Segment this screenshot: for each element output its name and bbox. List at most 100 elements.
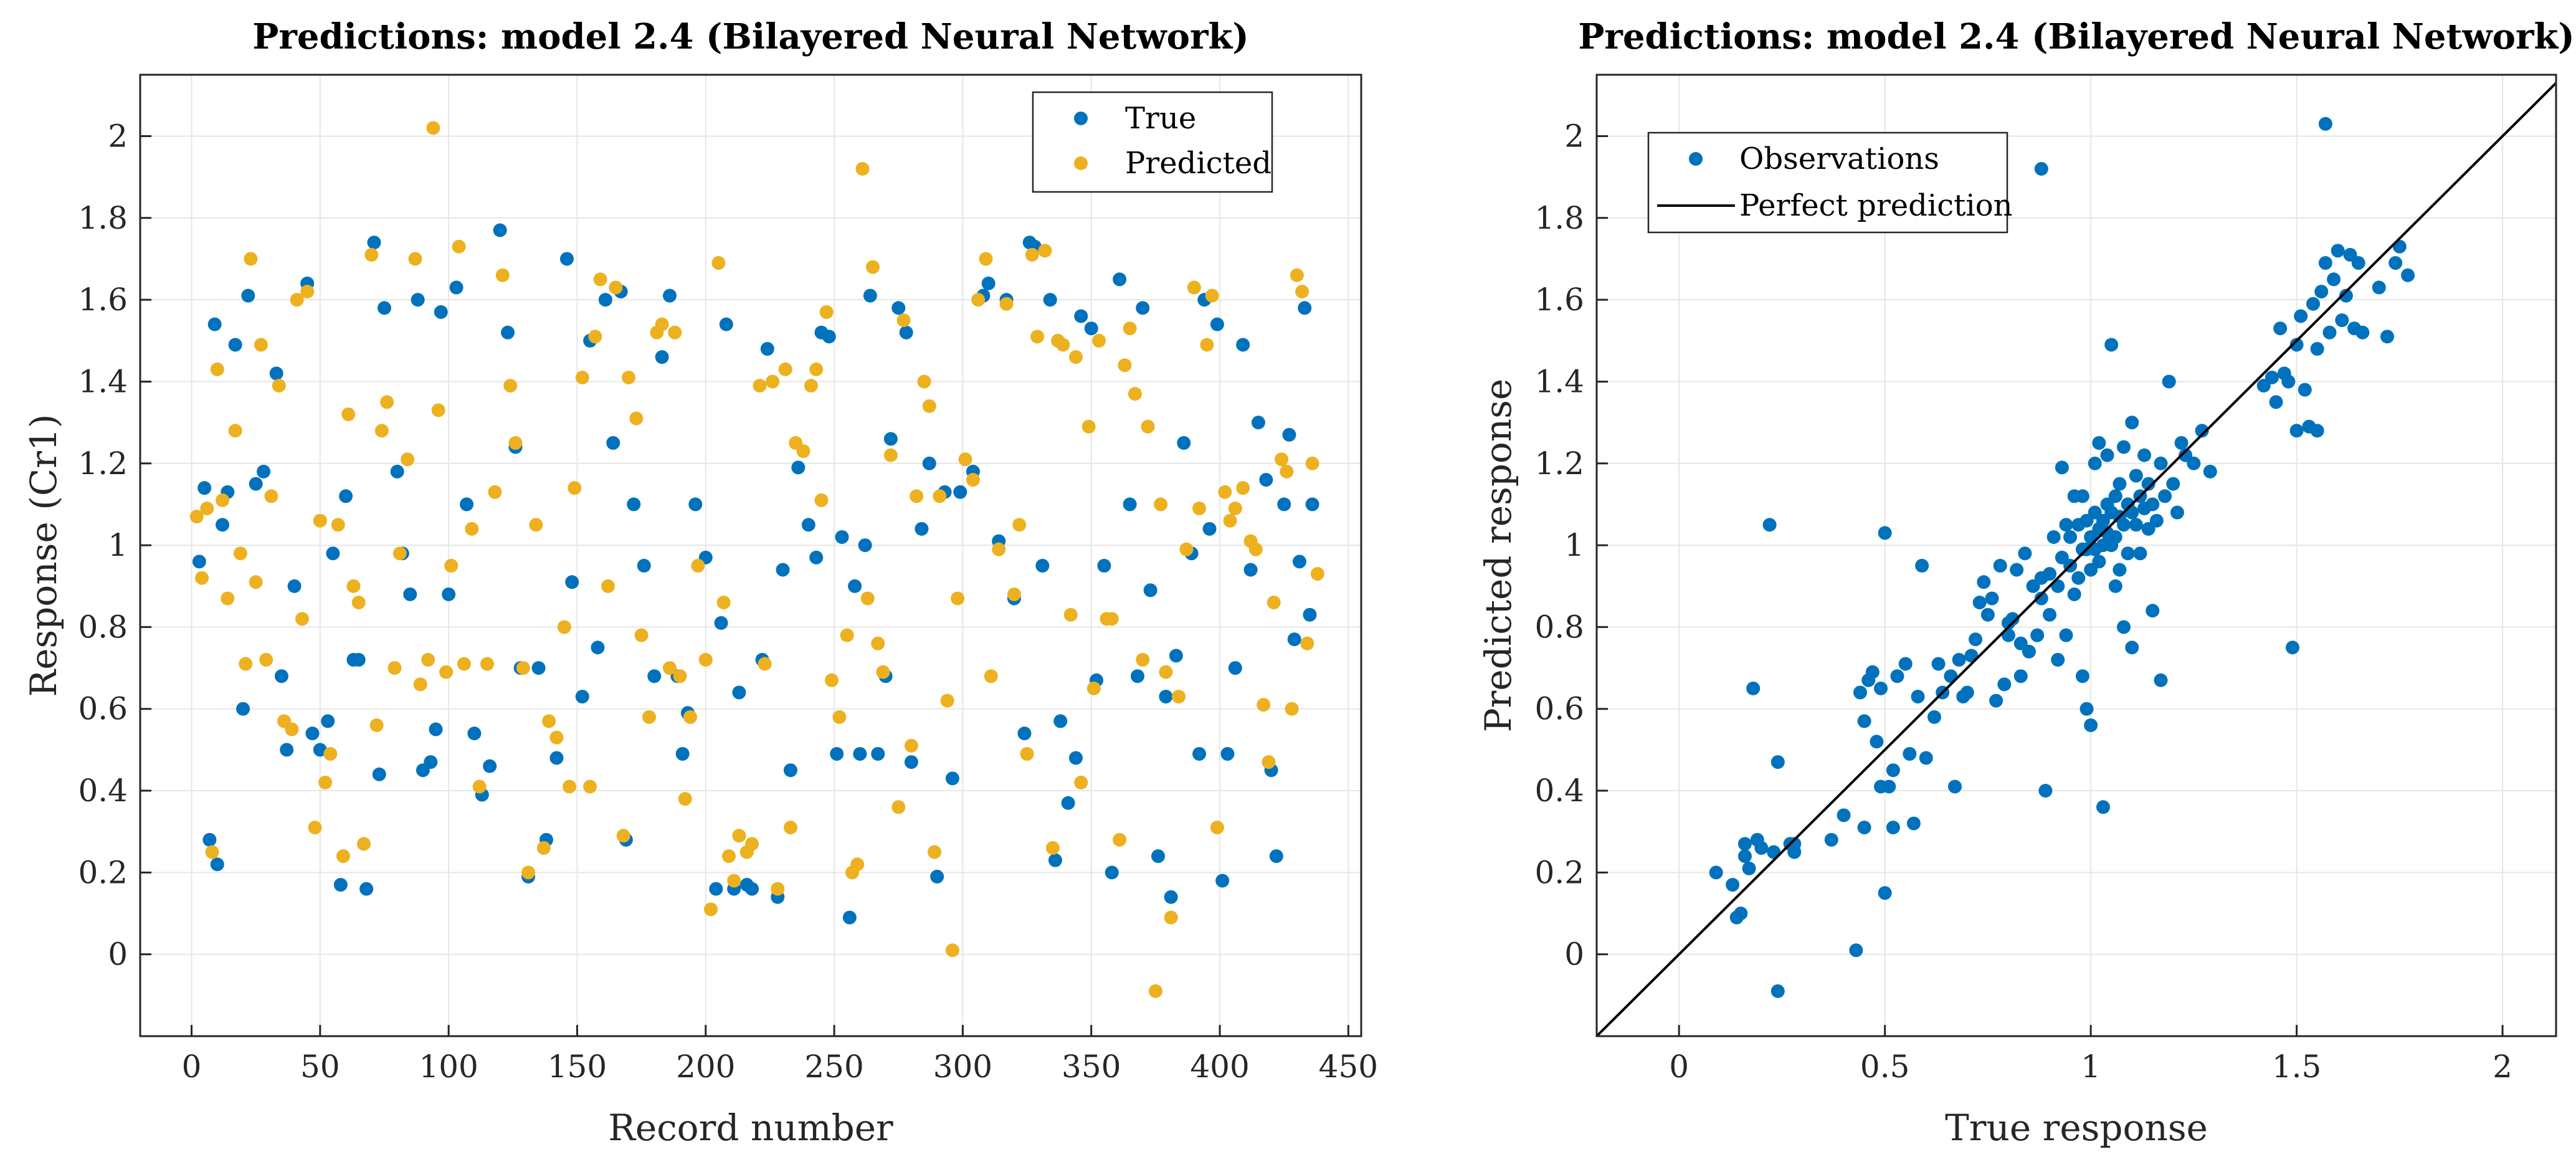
predicted-point (609, 280, 623, 295)
true-point (1159, 690, 1173, 704)
predicted-point (568, 481, 582, 495)
predicted-point (563, 779, 577, 794)
predicted-point (313, 513, 327, 528)
legend-true-marker (1074, 112, 1088, 125)
true-point (493, 223, 507, 237)
true-point (1228, 661, 1242, 675)
predicted-point (1068, 350, 1083, 364)
true-point (1177, 436, 1191, 450)
true-point (606, 436, 620, 450)
predicted-point (704, 902, 718, 917)
observations-point (2318, 117, 2332, 131)
true-point (981, 276, 996, 290)
true-point (655, 350, 669, 364)
true-point (429, 722, 443, 736)
predicted-point (387, 661, 402, 675)
legend-observations-marker (1689, 152, 1703, 166)
predicted-point (716, 596, 731, 610)
true-point (783, 763, 797, 778)
true-point (313, 743, 327, 757)
observations-point (2022, 644, 2036, 659)
predicted-point (205, 845, 219, 859)
true-point (202, 832, 217, 847)
true-point (1053, 714, 1068, 728)
observations-point (2051, 652, 2065, 667)
observations-point (2339, 288, 2353, 303)
observations-point (2154, 456, 2168, 470)
observations-point (2166, 477, 2180, 491)
observations-point (2187, 456, 2201, 470)
predicted-point (1025, 247, 1039, 262)
record-number-chart-grid (140, 75, 1361, 1036)
observations-point (1927, 710, 1941, 724)
observations-point (2149, 513, 2164, 528)
true-point (326, 546, 340, 561)
y-tick-label: 1.2 (78, 445, 128, 482)
legend-true-label: True (1125, 101, 1196, 136)
observations-point (2170, 505, 2184, 520)
y-tick-label: 1.4 (78, 363, 128, 399)
predicted-point (495, 268, 510, 282)
observations-point (1931, 657, 1946, 671)
observations-point (2092, 436, 2106, 450)
true-point (287, 579, 302, 593)
legend-predicted-label: Predicted (1125, 146, 1271, 181)
true-point (945, 771, 959, 786)
predicted-point (824, 673, 839, 687)
true-point (637, 558, 651, 573)
true-point (559, 252, 574, 266)
true-vs-predicted-chart-points (1709, 117, 2415, 998)
predicted-point (1030, 330, 1045, 344)
predicted-point (642, 710, 657, 724)
true-point (467, 726, 482, 741)
predicted-point (940, 693, 954, 708)
predicted-point (323, 746, 338, 761)
x-tick-label: 1.5 (2272, 1049, 2322, 1085)
observations-point (2108, 579, 2122, 593)
observations-point (2125, 416, 2139, 430)
observations-point (2129, 469, 2143, 483)
true-point (627, 497, 641, 512)
observations-point (1787, 845, 1802, 859)
x-tick-label: 2 (2493, 1049, 2512, 1085)
true-point (822, 330, 836, 344)
observations-point (2388, 256, 2403, 270)
observations-point (2079, 702, 2094, 716)
predicted-point (1205, 288, 1219, 303)
predicted-point (575, 370, 589, 384)
x-tick-label: 0 (1669, 1049, 1689, 1085)
true-point (842, 910, 857, 925)
true-point (953, 485, 967, 499)
observations-point (1919, 751, 1933, 765)
observations-point (1865, 665, 1880, 679)
legend-box (1032, 91, 1273, 193)
y-tick-label: 0.4 (78, 773, 128, 809)
predicted-point (521, 865, 536, 880)
true-point (1298, 301, 1312, 315)
true-vs-predicted-chart: 0 0.5 1 1.5 2 0 0.2 0.4 0.6 0.8 1 1.2 1.4 1.6 1.8 2 Pre… (1477, 16, 2575, 1149)
observations-point (2273, 322, 2288, 336)
observations-point (2108, 489, 2122, 503)
true-point (1292, 555, 1306, 569)
observations-point (2075, 489, 2089, 503)
observations-point (2075, 669, 2089, 684)
observations-point (1709, 865, 1723, 880)
true-point (460, 497, 474, 512)
observations-point (2121, 546, 2135, 561)
predicted-point (264, 489, 278, 503)
observations-point (2310, 424, 2324, 438)
predicted-point (431, 403, 445, 417)
true-point (565, 575, 579, 589)
predicted-point (796, 444, 810, 459)
observations-point (2067, 587, 2081, 601)
predicted-point (336, 849, 350, 864)
predicted-point (917, 374, 931, 389)
predicted-point (668, 325, 682, 340)
observations-point (1898, 657, 1913, 671)
predicted-point (1172, 690, 1186, 704)
observations-point (2372, 280, 2386, 295)
predicted-point (804, 379, 818, 393)
observations-point (2285, 641, 2299, 655)
true-point (591, 641, 605, 655)
true-point (1303, 607, 1317, 622)
